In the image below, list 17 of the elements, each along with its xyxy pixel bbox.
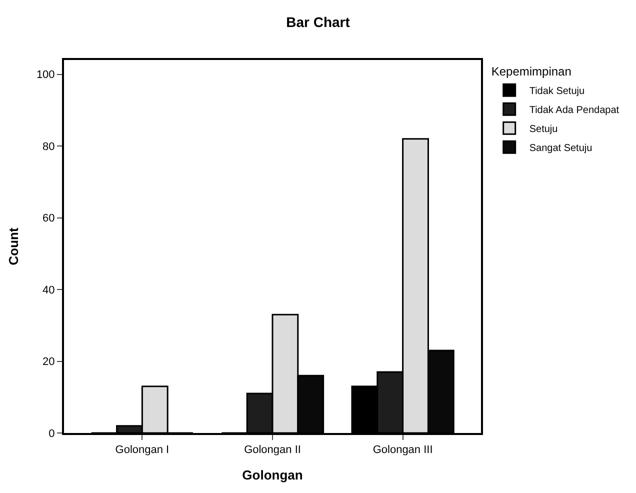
legend-label: Tidak Ada Pendapat	[529, 105, 620, 116]
y-tick-label: 0	[48, 428, 55, 440]
legend-label: Tidak Setuju	[529, 86, 585, 97]
legend-label: Setuju	[529, 124, 558, 135]
y-tick-label: 60	[42, 212, 55, 225]
y-tick-label: 100	[36, 69, 55, 82]
y-tick-label: 80	[42, 140, 55, 153]
x-tick-label: Golongan I	[115, 444, 170, 456]
y-axis-title: Count	[6, 227, 21, 266]
legend-label: Sangat Setuju	[529, 143, 592, 154]
legend-title: Kepemimpinan	[491, 64, 572, 79]
chart-title: Bar Chart	[286, 14, 350, 30]
y-tick-label: 20	[42, 356, 55, 368]
y-tick-label: 40	[42, 284, 55, 296]
x-axis-title: Golongan	[242, 467, 303, 482]
x-tick-label: Golongan II	[244, 444, 301, 456]
x-tick-label: Golongan III	[372, 444, 433, 456]
